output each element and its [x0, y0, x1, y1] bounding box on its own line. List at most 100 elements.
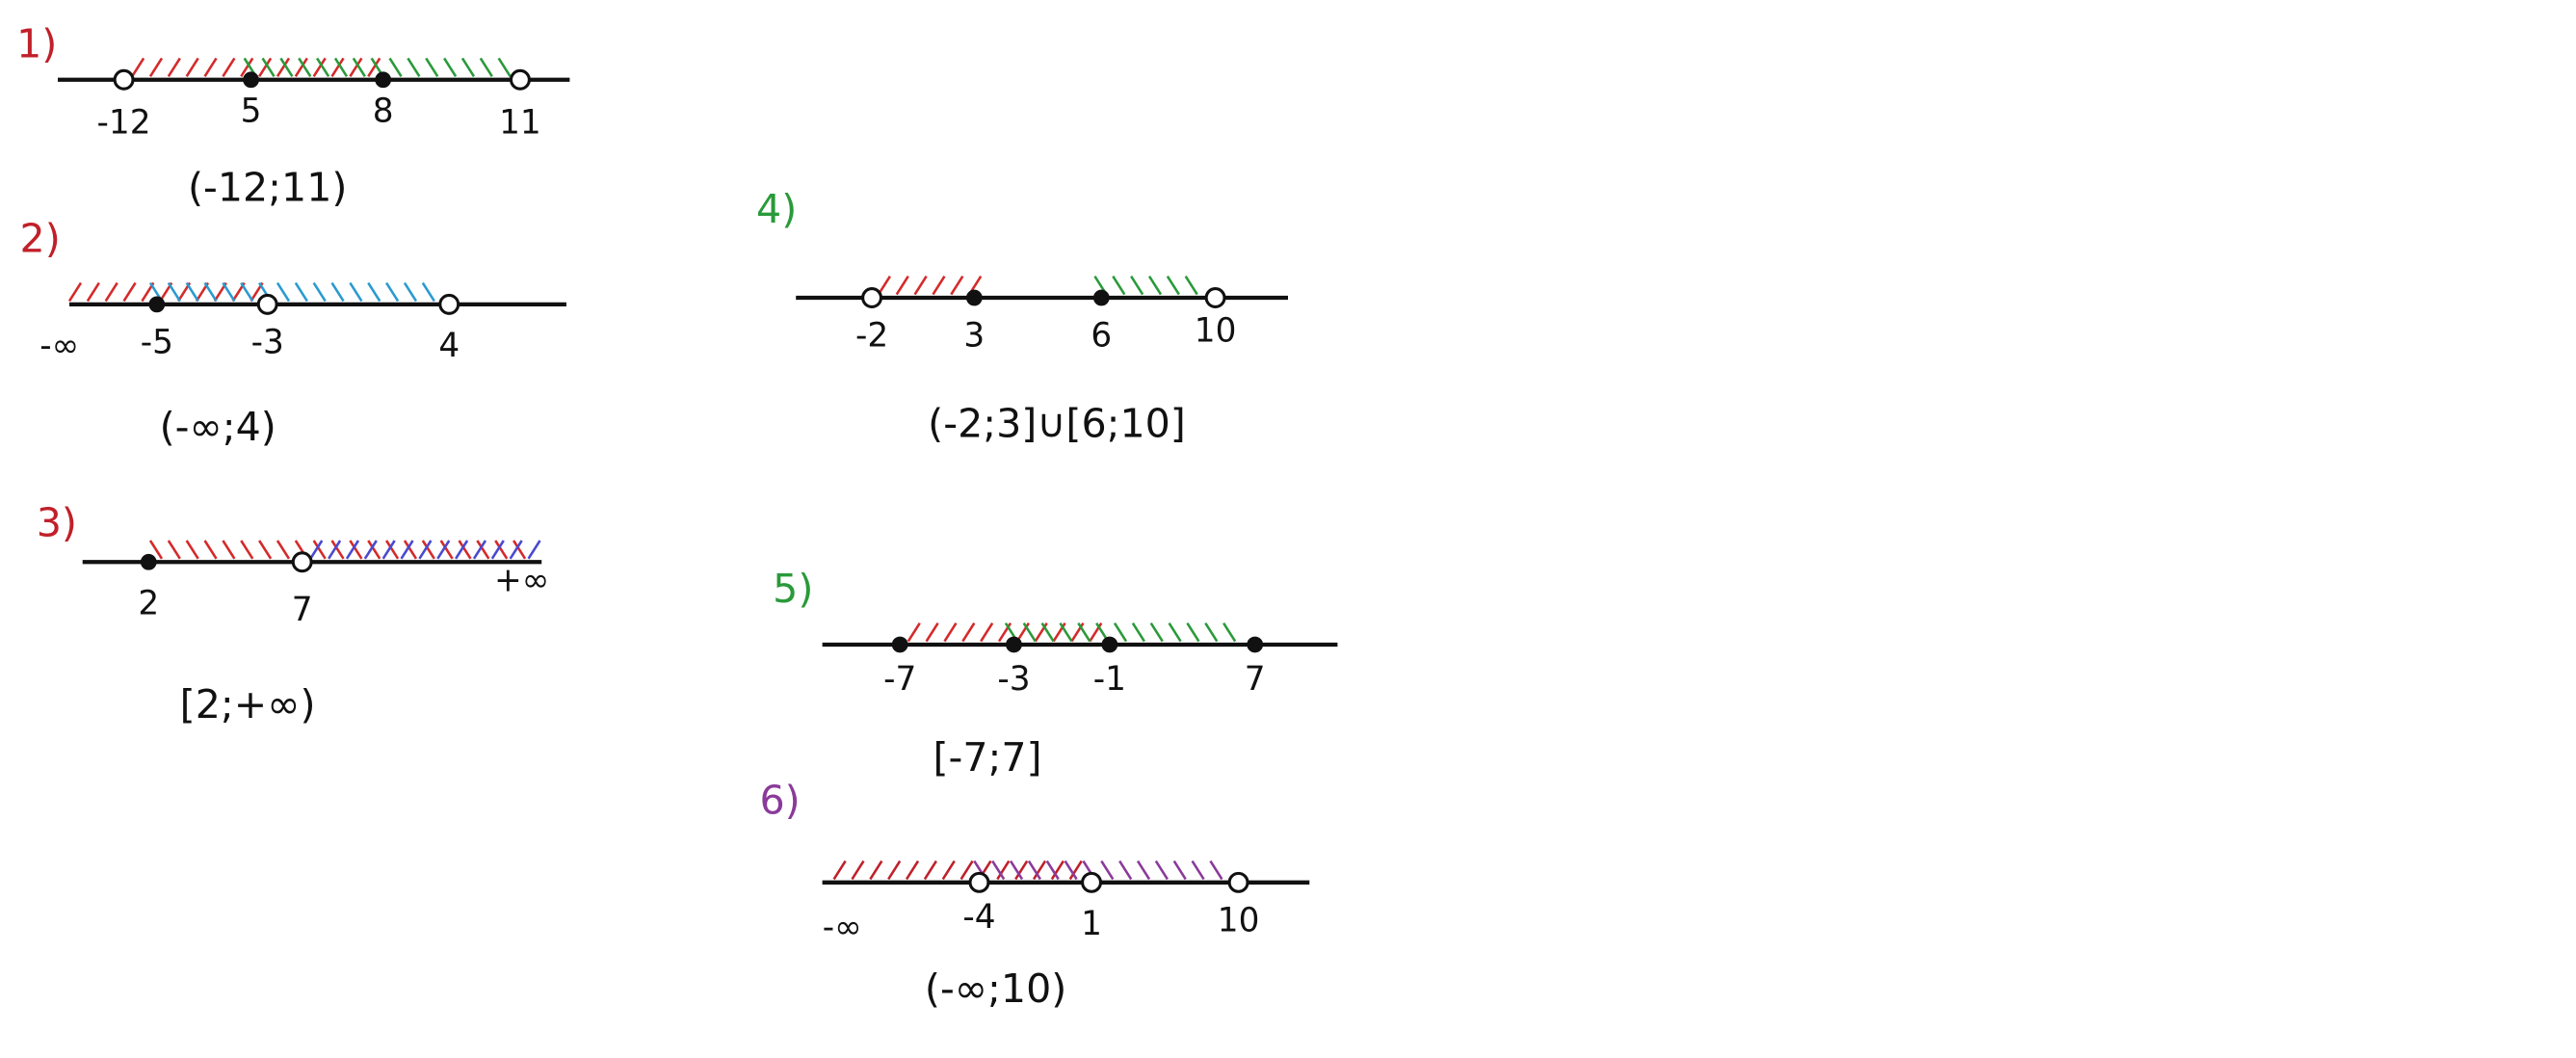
hatch: [1184, 276, 1198, 296]
hatch: [261, 57, 276, 78]
hatch: [385, 281, 400, 303]
point-label: -3: [251, 324, 284, 362]
open-point: [113, 68, 135, 91]
hatch: [294, 57, 308, 78]
hatch: [316, 57, 330, 78]
hatch: [1050, 860, 1065, 881]
closed-point: [243, 71, 259, 89]
hatch: [877, 276, 891, 296]
point-label: 7: [292, 591, 313, 629]
hatch: [1009, 860, 1024, 881]
closed-point: [965, 289, 983, 306]
point-label: 10: [1195, 312, 1237, 351]
hatch: [240, 540, 254, 560]
hatch: [1022, 622, 1037, 643]
hatch: [1070, 622, 1085, 643]
hatch: [996, 860, 1011, 881]
hatch: [895, 276, 909, 296]
hatch: [923, 860, 937, 881]
hatch: [1186, 622, 1200, 643]
closed-point: [1101, 636, 1118, 653]
hatch: [276, 281, 291, 303]
hatch: [330, 281, 345, 303]
hatch: [925, 622, 939, 643]
hatch: [1149, 622, 1164, 643]
hatch: [959, 860, 974, 881]
hatch: [203, 540, 218, 560]
hatch: [913, 276, 928, 296]
hatch: [403, 281, 418, 303]
hatch: [407, 57, 421, 78]
point-label: -2: [855, 317, 888, 356]
hatch: [349, 281, 363, 303]
hatch: [1112, 276, 1126, 296]
open-point: [256, 293, 278, 315]
open-point: [861, 287, 883, 308]
hatch: [279, 57, 294, 78]
problem-number: 1): [16, 20, 57, 66]
hatch: [1166, 276, 1180, 296]
closed-point: [1092, 289, 1110, 306]
hatch: [240, 57, 254, 78]
closed-point: [140, 553, 157, 570]
hatch: [1168, 622, 1182, 643]
hatch: [1045, 860, 1060, 881]
hatch: [1113, 622, 1128, 643]
answer: [-7;7]: [933, 734, 1041, 780]
hatch: [167, 281, 181, 303]
hatch: [1100, 860, 1115, 881]
hatch: [1027, 860, 1041, 881]
hatch: [349, 540, 363, 560]
hatch: [298, 57, 312, 78]
closed-point: [891, 636, 908, 653]
hatch: [472, 540, 487, 560]
hatch: [509, 540, 523, 560]
problem-number: 4): [756, 186, 797, 232]
point-label: 1: [1081, 905, 1102, 943]
hatch: [185, 540, 199, 560]
point-label: 10: [1218, 901, 1260, 939]
point-label: 2: [138, 584, 159, 622]
hatch: [527, 540, 541, 560]
point-label: 5: [241, 93, 262, 131]
hatch: [148, 540, 164, 560]
hatch: [294, 281, 308, 303]
closed-point: [375, 71, 392, 89]
hatch: [309, 540, 324, 560]
point-label: +∞: [494, 561, 549, 599]
hatch: [418, 540, 433, 560]
hatch: [104, 281, 118, 303]
hatch: [400, 540, 414, 560]
open-point: [1227, 871, 1249, 893]
point-label: 8: [373, 93, 394, 131]
hatch: [421, 281, 435, 303]
hatch: [222, 540, 236, 560]
closed-point: [1247, 636, 1264, 653]
hatch: [991, 860, 1006, 881]
hatch: [436, 540, 451, 560]
point-label: 4: [438, 327, 460, 365]
hatch: [381, 540, 396, 560]
closed-point: [148, 296, 166, 313]
hatch: [1204, 622, 1219, 643]
hatch: [1040, 622, 1055, 643]
hatch: [333, 57, 349, 78]
hatch: [869, 860, 883, 881]
hatch: [961, 622, 976, 643]
answer: (-∞;4): [160, 404, 276, 450]
hatch: [905, 860, 920, 881]
hatch: [1089, 622, 1103, 643]
hatch: [907, 622, 921, 643]
open-point: [509, 68, 531, 91]
hatch: [1077, 622, 1091, 643]
hatch: [203, 281, 218, 303]
hatch: [258, 57, 273, 78]
hatch: [421, 540, 435, 560]
hatch: [494, 540, 509, 560]
hatch: [385, 540, 400, 560]
hatch: [122, 281, 137, 303]
hatch: [185, 281, 199, 303]
hatch: [1131, 622, 1145, 643]
